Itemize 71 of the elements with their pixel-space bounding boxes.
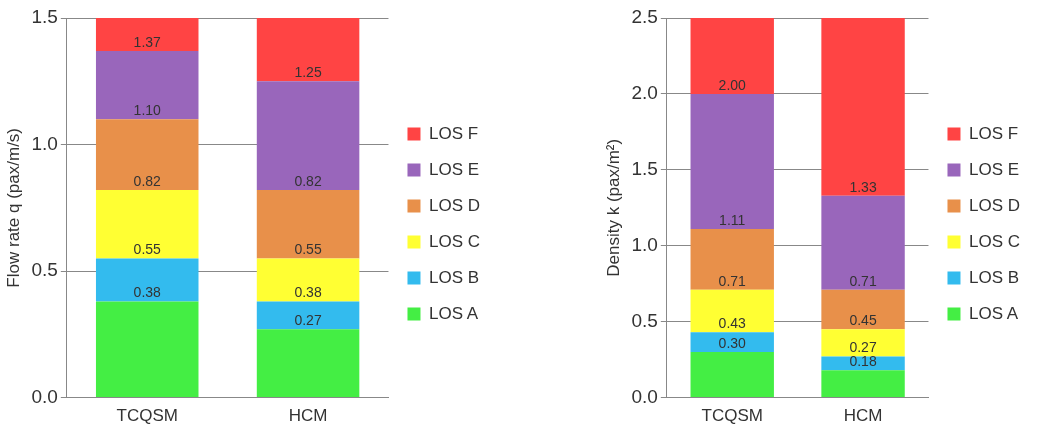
annotation: 0.55 xyxy=(133,241,162,258)
bar xyxy=(256,190,360,259)
bar xyxy=(95,119,199,191)
annotation: 0.18 xyxy=(849,353,877,370)
y-tick-label: 0.0 xyxy=(631,385,658,407)
annotation: 0.71 xyxy=(849,272,877,289)
legend-label: LOS A xyxy=(968,303,1019,323)
bar xyxy=(95,190,199,259)
bar xyxy=(95,301,199,398)
bar xyxy=(690,229,774,290)
bar xyxy=(256,81,360,191)
bar xyxy=(690,352,774,398)
bar xyxy=(821,195,905,290)
bar xyxy=(95,258,199,302)
annotation: 2.00 xyxy=(718,76,747,93)
annotation: 0.27 xyxy=(294,312,322,329)
annotation: 0.43 xyxy=(718,315,747,332)
annotation: 1.10 xyxy=(133,102,162,119)
y-tick-label: 0.5 xyxy=(31,259,58,281)
annotation: 0.82 xyxy=(294,172,322,189)
annotation: 0.38 xyxy=(133,284,162,301)
legend-label: LOS E xyxy=(428,159,480,179)
legend-label: LOS A xyxy=(428,303,479,323)
bar xyxy=(690,18,774,94)
bar xyxy=(821,329,905,357)
y-tick-label: 2.0 xyxy=(631,82,658,104)
annotation: 0.27 xyxy=(849,339,877,356)
y-tick-label: 0.0 xyxy=(31,385,58,407)
legend-label: LOS F xyxy=(428,123,479,143)
legend-label: LOS F xyxy=(968,123,1019,143)
y-tick-label: 1.5 xyxy=(31,6,58,28)
bar xyxy=(690,289,774,333)
annotation: 1.25 xyxy=(294,64,322,81)
bar xyxy=(95,18,199,51)
y-tick-label: 2.5 xyxy=(631,6,658,28)
annotation: 1.11 xyxy=(719,211,746,228)
annotation: 0.45 xyxy=(849,312,877,329)
bar xyxy=(256,301,360,330)
y-axis-title: Flow rate q (pax/m/s) xyxy=(3,127,23,288)
legend-label: LOS B xyxy=(428,267,480,287)
legend-label: LOS C xyxy=(968,231,1021,251)
legend-label: LOS C xyxy=(428,231,481,251)
y-tick-label: 0.5 xyxy=(631,309,658,331)
bar xyxy=(690,332,774,353)
annotation: 0.71 xyxy=(718,272,747,289)
y-axis-title: Density k (pax/m²) xyxy=(603,138,623,277)
legend-label: LOS D xyxy=(968,195,1021,215)
y-tick-label: 1.5 xyxy=(631,158,658,180)
bar xyxy=(256,329,360,398)
legend-label: LOS D xyxy=(428,195,481,215)
bar xyxy=(821,370,905,398)
bar xyxy=(256,258,360,302)
bar xyxy=(690,93,774,230)
x-tick-label: HCM xyxy=(288,406,328,426)
annotation: 0.30 xyxy=(718,334,747,351)
bar xyxy=(256,18,360,82)
annotation: 1.33 xyxy=(849,178,877,195)
x-tick-label: TCQSM xyxy=(116,406,178,426)
bar xyxy=(821,18,905,196)
annotation: 1.37 xyxy=(133,33,162,50)
legend-label: LOS E xyxy=(968,159,1020,179)
annotation: 0.82 xyxy=(133,172,162,189)
bar xyxy=(95,50,199,120)
legend-label: LOS B xyxy=(968,267,1020,287)
y-tick-label: 1.0 xyxy=(31,132,58,154)
x-tick-label: HCM xyxy=(843,406,883,426)
bar xyxy=(821,289,905,330)
annotation: 0.38 xyxy=(294,284,322,301)
annotation: 0.55 xyxy=(294,241,322,258)
y-tick-label: 1.0 xyxy=(631,233,658,255)
x-tick-label: TCQSM xyxy=(701,406,763,426)
